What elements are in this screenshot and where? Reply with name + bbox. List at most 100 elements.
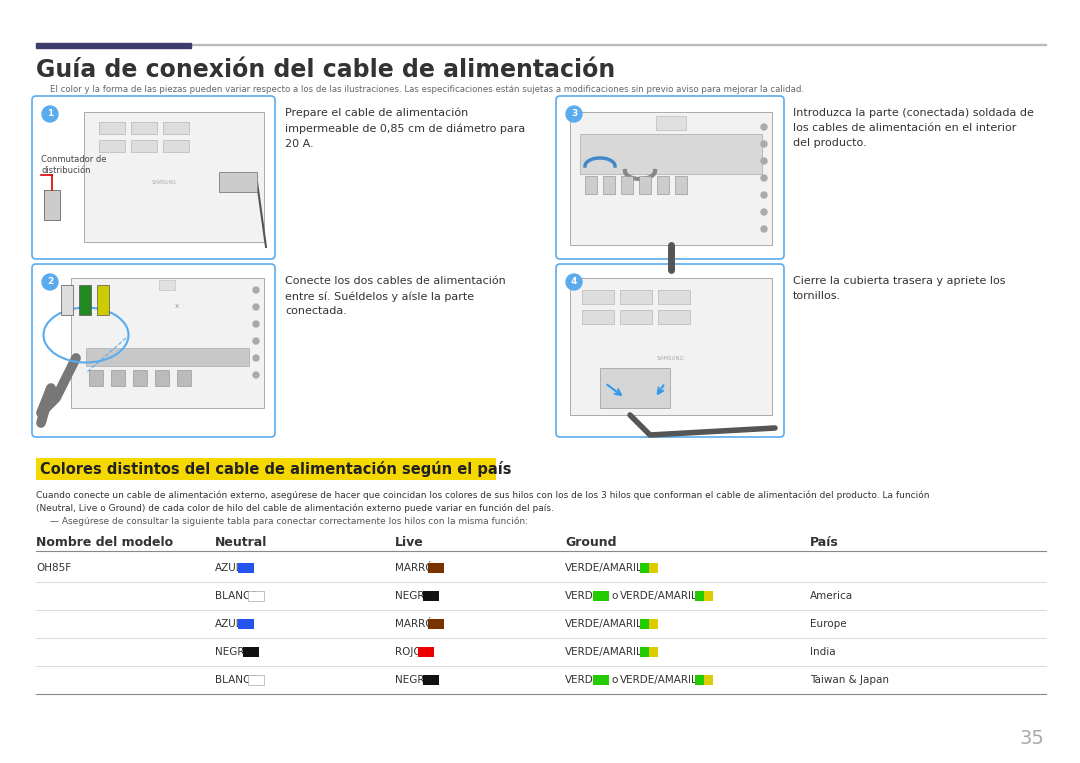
Bar (621, 176, 633, 194)
Bar (639, 563, 649, 573)
Bar (71, 278, 264, 408)
Bar (649, 619, 658, 629)
Circle shape (253, 287, 259, 293)
Circle shape (761, 141, 767, 147)
Text: 35: 35 (1020, 729, 1044, 748)
Circle shape (761, 175, 767, 181)
Bar (84, 112, 264, 242)
Bar (238, 563, 254, 573)
Text: BLANCO: BLANCO (215, 675, 258, 685)
Circle shape (566, 274, 582, 290)
Bar (423, 675, 438, 685)
Circle shape (253, 304, 259, 310)
Circle shape (761, 209, 767, 215)
Circle shape (42, 274, 58, 290)
Text: America: America (810, 591, 853, 601)
Text: VERDE/AMARILLO: VERDE/AMARILLO (620, 675, 712, 685)
Text: Ground: Ground (565, 536, 617, 549)
Circle shape (42, 106, 58, 122)
Text: Live: Live (395, 536, 423, 549)
Text: VERDE/AMARILLO: VERDE/AMARILLO (620, 591, 712, 601)
Text: 2: 2 (46, 278, 53, 286)
FancyBboxPatch shape (32, 96, 275, 259)
Bar (36, 458, 496, 480)
Bar (639, 619, 649, 629)
Text: India: India (810, 647, 836, 657)
Text: o: o (611, 675, 618, 685)
Text: El color y la forma de las piezas pueden variar respecto a los de las ilustracio: El color y la forma de las piezas pueden… (50, 85, 804, 94)
Bar (658, 290, 690, 304)
Text: SAMSUNG: SAMSUNG (657, 356, 685, 360)
Bar (97, 285, 109, 315)
Text: x: x (175, 303, 179, 309)
Bar (86, 348, 249, 366)
Bar (428, 563, 444, 573)
Bar (36, 44, 1047, 45)
Bar (99, 122, 125, 134)
Bar (580, 134, 762, 174)
Text: BLANCO: BLANCO (215, 591, 258, 601)
Bar (99, 140, 125, 152)
Text: SAMSUNG: SAMSUNG (151, 179, 176, 185)
Bar (423, 591, 438, 601)
Bar (603, 176, 615, 194)
Bar (60, 285, 73, 315)
Bar (658, 310, 690, 324)
Text: NEGRO: NEGRO (395, 675, 433, 685)
Bar (248, 675, 265, 685)
Bar (585, 176, 597, 194)
Text: OH85F: OH85F (36, 563, 71, 573)
Bar (704, 591, 713, 601)
Text: VERDE: VERDE (565, 675, 600, 685)
Text: NEGRO: NEGRO (215, 647, 253, 657)
Bar (694, 591, 704, 601)
Bar (238, 619, 254, 629)
Bar (156, 370, 168, 386)
Bar (639, 647, 649, 657)
Text: Neutral: Neutral (215, 536, 268, 549)
FancyBboxPatch shape (556, 96, 784, 259)
Circle shape (253, 355, 259, 361)
Text: o: o (611, 591, 618, 601)
Bar (177, 370, 191, 386)
Text: VERDE/AMARILLO: VERDE/AMARILLO (565, 619, 657, 629)
Bar (694, 675, 704, 685)
Bar (89, 370, 103, 386)
Text: NEGRO: NEGRO (395, 591, 433, 601)
Bar (243, 647, 259, 657)
Bar (649, 647, 658, 657)
Bar (600, 368, 670, 408)
Circle shape (253, 321, 259, 327)
Bar (44, 190, 60, 220)
Bar (248, 591, 265, 601)
Circle shape (761, 226, 767, 232)
FancyBboxPatch shape (32, 264, 275, 437)
Bar (675, 176, 687, 194)
Text: Conecte los dos cables de alimentación
entre sí. Suéldelos y aísle la parte
cone: Conecte los dos cables de alimentación e… (285, 276, 505, 317)
Bar (570, 278, 772, 415)
Bar (219, 172, 257, 192)
Text: Cuando conecte un cable de alimentación externo, asegúrese de hacer que coincida: Cuando conecte un cable de alimentación … (36, 490, 930, 513)
FancyBboxPatch shape (556, 264, 784, 437)
Text: VERDE: VERDE (565, 591, 600, 601)
Text: Colores distintos del cable de alimentación según el país: Colores distintos del cable de alimentac… (40, 461, 512, 477)
Bar (620, 310, 652, 324)
Text: VERDE/AMARILLO: VERDE/AMARILLO (565, 647, 657, 657)
Text: MARRÓN: MARRÓN (395, 563, 442, 573)
Text: País: País (810, 536, 839, 549)
Bar (111, 370, 125, 386)
Text: AZUL: AZUL (215, 619, 243, 629)
Bar (582, 310, 615, 324)
Text: Introduzca la parte (conectada) soldada de
los cables de alimentación en el inte: Introduzca la parte (conectada) soldada … (793, 108, 1034, 147)
Bar (131, 122, 157, 134)
Text: Cierre la cubierta trasera y apriete los
tornillos.: Cierre la cubierta trasera y apriete los… (793, 276, 1005, 301)
Text: 1: 1 (46, 110, 53, 118)
Bar (593, 675, 609, 685)
Text: Guía de conexión del cable de alimentación: Guía de conexión del cable de alimentaci… (36, 58, 616, 82)
Bar (593, 591, 609, 601)
Bar (36, 43, 191, 48)
Text: Nombre del modelo: Nombre del modelo (36, 536, 173, 549)
Bar (428, 619, 444, 629)
Circle shape (761, 124, 767, 130)
Bar (657, 176, 669, 194)
